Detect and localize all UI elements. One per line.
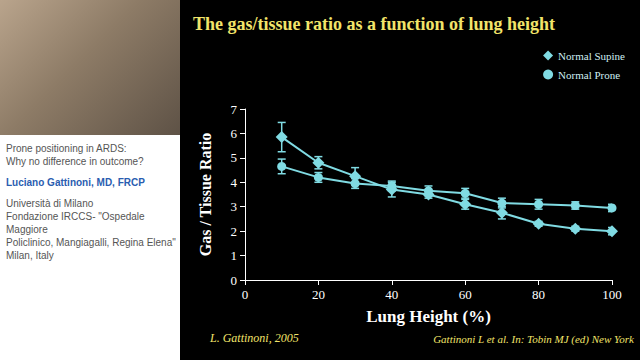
svg-text:Normal Supine: Normal Supine (558, 50, 625, 62)
html-text:Policlinico, Mangiagalli, Regi: Policlinico, Mangiagalli, Regina Elena" (6, 237, 176, 248)
svg-text:1: 1 (231, 248, 238, 263)
svg-text:100: 100 (602, 287, 622, 302)
svg-text:Gattinoni L et al. In: Tobin M: Gattinoni L et al. In: Tobin MJ (ed) New… (433, 333, 635, 346)
svg-text:2: 2 (231, 224, 238, 239)
svg-text:7: 7 (231, 102, 238, 117)
svg-text:0: 0 (242, 287, 249, 302)
html-text:Fondazione IRCCS- "Ospedale Ma: Fondazione IRCCS- "Ospedale Maggiore (6, 211, 145, 235)
svg-text:40: 40 (385, 287, 398, 302)
svg-text:0: 0 (231, 273, 238, 288)
html-text:Milan, Italy: Milan, Italy (6, 250, 54, 261)
html-text:Prone positioning in ARDS:: Prone positioning in ARDS: (6, 143, 127, 154)
svg-text:6: 6 (231, 126, 238, 141)
html-text:Università di Milano: Università di Milano (6, 198, 94, 209)
svg-text:The gas/tissue ratio as a func: The gas/tissue ratio as a function of lu… (193, 14, 555, 34)
html-text:Why no difference in outcome?: Why no difference in outcome? (6, 156, 144, 167)
svg-text:4: 4 (231, 175, 238, 190)
svg-text:L. Gattinoni, 2005: L. Gattinoni, 2005 (209, 331, 299, 345)
svg-text:Gas / Tissue Ratio: Gas / Tissue Ratio (197, 133, 214, 256)
svg-text:Normal Prone: Normal Prone (558, 69, 620, 81)
html-text:Luciano Gattinoni, MD, FRCP: Luciano Gattinoni, MD, FRCP (6, 177, 145, 188)
svg-text:5: 5 (231, 150, 238, 165)
svg-text:Lung Height (%): Lung Height (%) (366, 307, 491, 326)
svg-text:3: 3 (231, 199, 238, 214)
svg-text:20: 20 (312, 287, 325, 302)
svg-text:80: 80 (532, 287, 545, 302)
svg-text:60: 60 (459, 287, 472, 302)
